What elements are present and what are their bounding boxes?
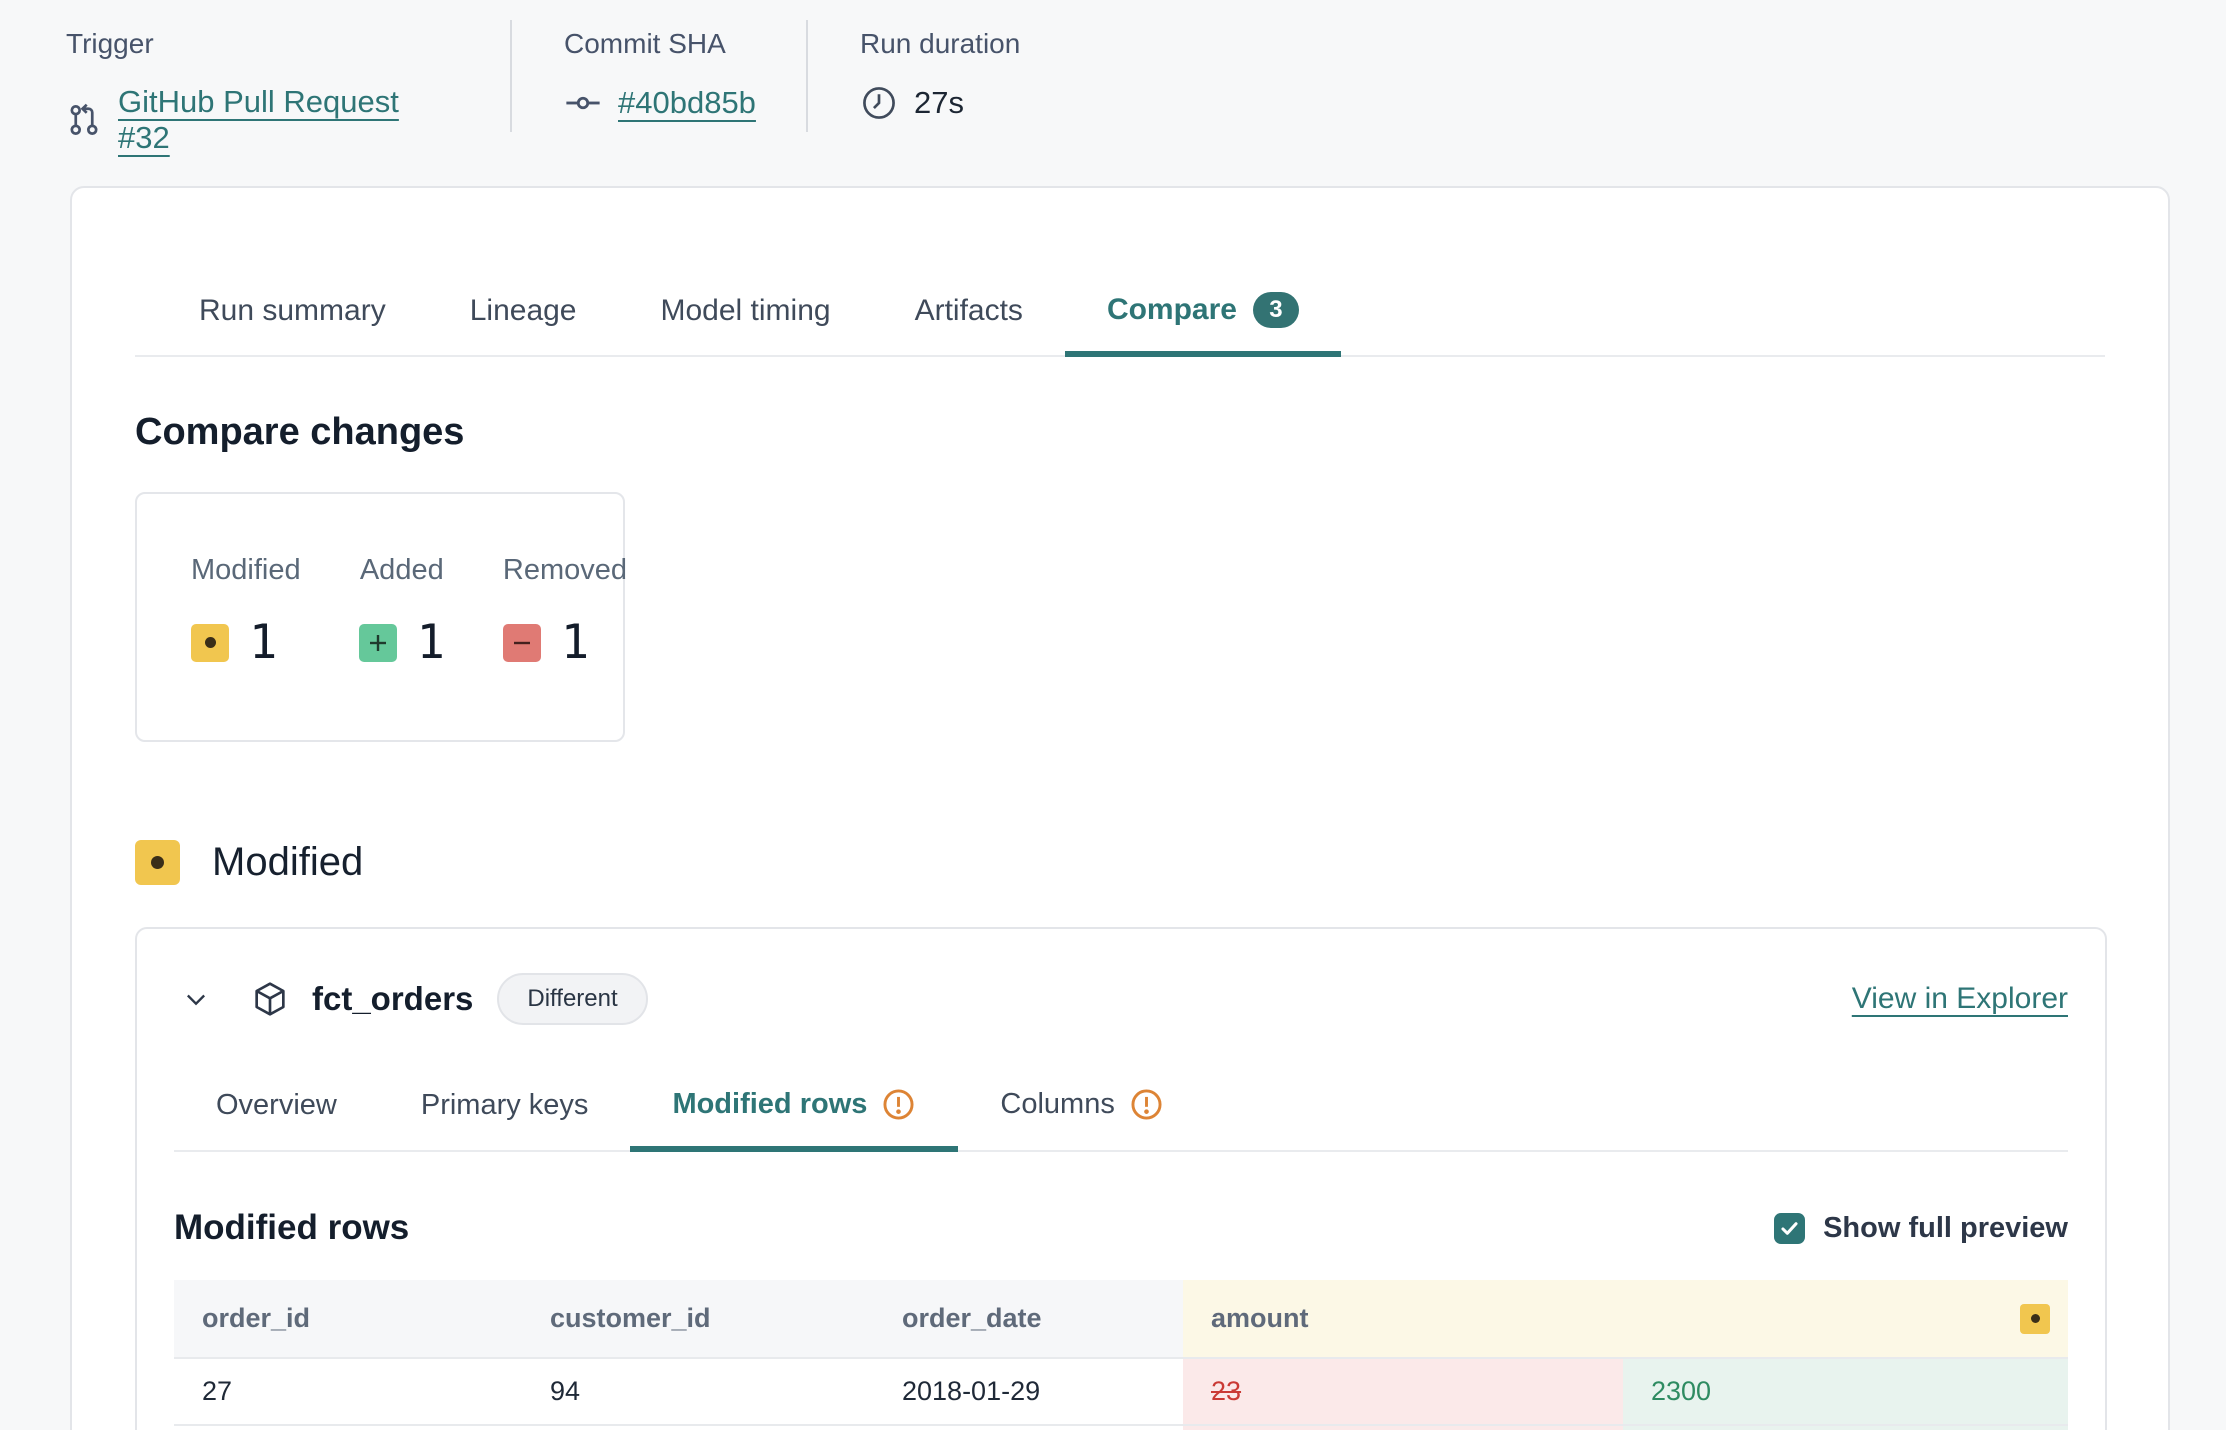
trigger-block: Trigger GitHub Pull Request #32	[66, 20, 458, 156]
duration-block: Run duration 27s	[860, 20, 1020, 156]
tab-overview[interactable]: Overview	[216, 1089, 337, 1121]
status-badge: Different	[497, 973, 648, 1025]
cell-order-date: 2018-01-29	[874, 1357, 1183, 1425]
chevron-down-icon[interactable]	[182, 985, 210, 1013]
model-card-fct-orders: fct_orders Different View in Explorer Ov…	[135, 927, 2107, 1430]
stat-added-value: 1	[416, 615, 445, 670]
run-tabs: Run summary Lineage Model timing Artifac…	[135, 292, 2105, 357]
trigger-label: Trigger	[66, 28, 154, 59]
modified-section-heading: Modified	[135, 840, 2105, 885]
show-full-preview-label: Show full preview	[1823, 1211, 2068, 1244]
cell-amount-new: 2300	[1623, 1357, 2068, 1425]
col-order-date: order_date	[874, 1280, 1183, 1358]
view-in-explorer-link[interactable]: View in Explorer	[1851, 982, 2068, 1015]
commit-label: Commit SHA	[564, 28, 726, 59]
cell-amount-new: 2900	[1623, 1424, 2068, 1430]
cell-customer-id: 94	[522, 1357, 874, 1425]
table-row: 63 70 2018-03-06 29 2900	[174, 1424, 2068, 1430]
table-header-row: order_id customer_id order_date amount	[174, 1280, 2068, 1358]
run-meta-bar: Trigger GitHub Pull Request #32 Commit S…	[0, 0, 2226, 156]
git-commit-icon	[564, 84, 602, 122]
model-cube-icon	[250, 979, 290, 1019]
stat-added-label: Added	[359, 554, 444, 586]
stat-modified: Modified 1	[191, 554, 301, 670]
stat-removed-label: Removed	[502, 554, 628, 586]
check-icon	[1781, 1221, 1798, 1235]
tab-run-summary[interactable]: Run summary	[199, 294, 386, 327]
cell-order-id: 63	[174, 1424, 522, 1430]
modified-column-badge-icon	[2020, 1303, 2050, 1334]
tab-primary-keys[interactable]: Primary keys	[420, 1089, 589, 1121]
cell-customer-id: 70	[522, 1424, 874, 1430]
tab-columns[interactable]: Columns	[958, 1087, 1205, 1150]
stat-removed: Removed 1	[502, 554, 628, 670]
model-card-header: fct_orders Different View in Explorer	[174, 929, 2068, 1025]
cell-amount-old: 23	[1183, 1357, 1623, 1425]
removed-minus-icon	[502, 623, 541, 662]
added-plus-icon	[358, 623, 397, 662]
duration-value: 27s	[914, 85, 964, 120]
tab-compare[interactable]: Compare 3	[1064, 292, 1342, 357]
model-name: fct_orders	[312, 980, 474, 1017]
cell-order-id: 27	[174, 1357, 522, 1425]
trigger-link[interactable]: GitHub Pull Request #32	[118, 84, 399, 155]
stat-modified-label: Modified	[191, 554, 301, 586]
tab-artifacts[interactable]: Artifacts	[914, 294, 1023, 327]
col-amount: amount	[1183, 1280, 2068, 1358]
stat-added: Added 1	[358, 554, 445, 670]
modified-rows-title: Modified rows	[174, 1208, 410, 1247]
table-row: 27 94 2018-01-29 23 2300	[174, 1357, 2068, 1425]
duration-label: Run duration	[860, 28, 1021, 59]
clock-icon	[860, 84, 898, 122]
commit-block: Commit SHA #40bd85b	[564, 20, 756, 156]
compare-count-badge: 3	[1252, 292, 1299, 328]
warning-icon	[1129, 1087, 1164, 1122]
col-customer-id: customer_id	[522, 1280, 874, 1358]
cell-order-date: 2018-03-06	[874, 1424, 1183, 1430]
compare-changes-title: Compare changes	[135, 411, 465, 453]
run-detail-card: Run summary Lineage Model timing Artifac…	[70, 186, 2170, 1430]
tab-model-timing[interactable]: Model timing	[660, 294, 831, 327]
stat-modified-value: 1	[249, 615, 278, 670]
checkbox-checked[interactable]	[1774, 1212, 1806, 1244]
modified-section-title: Modified	[212, 840, 364, 884]
change-summary-card: Modified 1 Added 1 Removed	[135, 492, 628, 742]
warning-icon	[881, 1087, 916, 1122]
modified-dot-icon	[191, 623, 229, 662]
meta-divider	[806, 20, 808, 132]
pull-request-icon	[66, 101, 102, 139]
meta-divider	[510, 20, 512, 132]
modified-rows-header: Modified rows Show full preview	[174, 1208, 2068, 1248]
col-order-id: order_id	[174, 1280, 522, 1358]
modified-marker-icon	[135, 840, 180, 885]
tab-modified-rows[interactable]: Modified rows	[630, 1087, 959, 1152]
tab-lineage[interactable]: Lineage	[469, 294, 577, 327]
modified-rows-table: order_id customer_id order_date amount	[174, 1280, 2068, 1430]
show-full-preview-toggle[interactable]: Show full preview	[1774, 1212, 2068, 1245]
stat-removed-value: 1	[560, 615, 590, 670]
model-tabs: Overview Primary keys Modified rows Colu…	[174, 1087, 2068, 1152]
commit-sha-link[interactable]: #40bd85b	[618, 85, 756, 120]
cell-amount-old: 29	[1183, 1424, 1623, 1430]
